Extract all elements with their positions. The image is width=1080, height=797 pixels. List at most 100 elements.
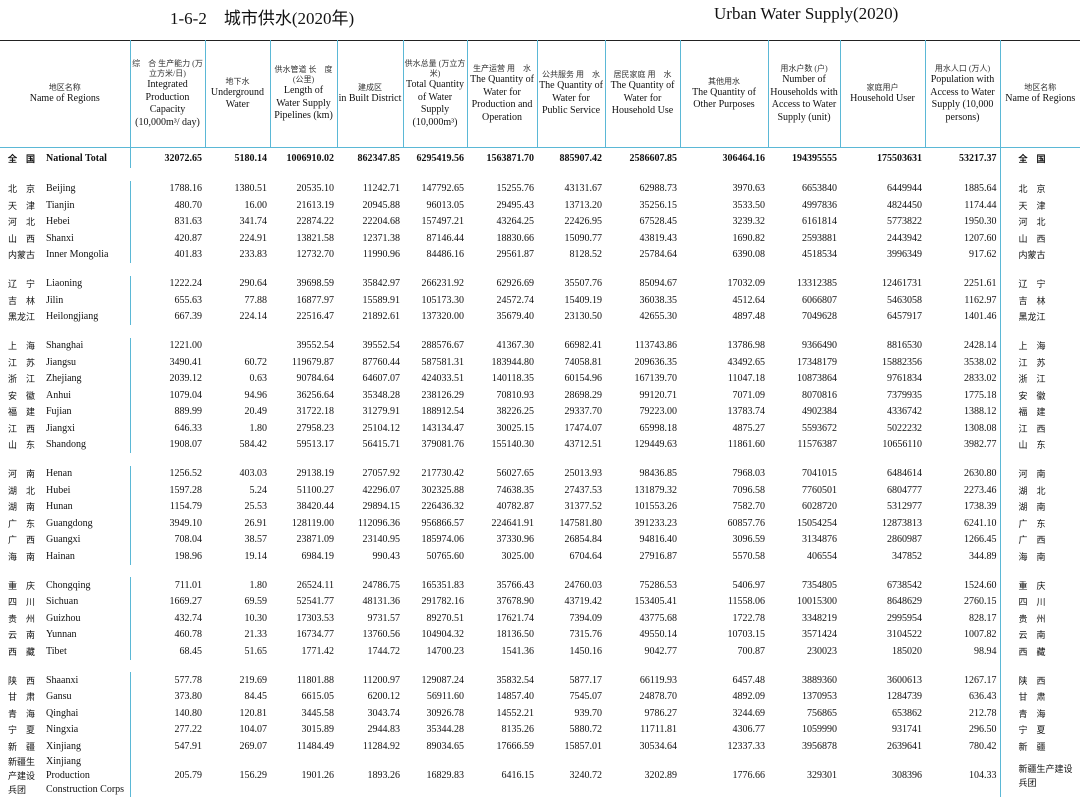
cell-value: 15255.76 [496, 183, 535, 195]
cell-value: 424033.51 [421, 373, 465, 385]
cell-value: 39552.54 [296, 340, 335, 352]
cell-value [205, 338, 270, 355]
spacer-right [999, 168, 1080, 181]
cell-value: 67528.45 [639, 216, 678, 228]
cell-value: 35507.76 [564, 278, 603, 290]
region-cn: 吉 林 [8, 295, 36, 306]
region-cn: 安 徽 [8, 390, 36, 401]
cell-value: 56911.60 [426, 691, 464, 703]
data-row: 安 徽 Anhui 1079.04 94.96 36256.64 35348.28 2381… [0, 387, 1080, 404]
cell-value: 11861.60 [727, 439, 765, 451]
cell-value: 212.78 [969, 707, 997, 719]
cell-value: 70810.93 [496, 389, 535, 401]
data-row: 海 南 Hainan 198.96 19.14 6984.19 990.43 50765.6… [0, 548, 1080, 565]
region-cn: 海 南 [8, 551, 36, 562]
data-row: 山 西 Shanxi 420.87 224.91 13821.58 12371.38 871… [0, 230, 1080, 247]
cell-value: 29894.15 [362, 501, 401, 513]
column-header-en: The Quantity of Water for Household Use [610, 80, 675, 117]
cell-value: 15409.19 [564, 294, 603, 306]
cell-value: 6804777 [887, 484, 922, 496]
cell-value: 26854.84 [564, 534, 603, 546]
cell-value: 6161814 [802, 216, 837, 228]
cell-value: 165351.83 [421, 579, 465, 591]
cell-value: 25013.93 [564, 468, 603, 480]
cell-value: 25784.64 [639, 249, 678, 261]
cell-value: 43492.65 [727, 356, 766, 368]
cell-value: 16734.77 [296, 629, 335, 641]
spacer-cell [0, 263, 1000, 276]
cell-value: 219.69 [239, 674, 268, 686]
cell-value: 9761834 [887, 373, 922, 385]
cell-value: 1597.28 [169, 484, 203, 496]
cell-value: 94816.40 [639, 534, 678, 546]
region-header-cn: 地区名称 [1024, 82, 1057, 92]
cell-value: 6295419.56 [416, 152, 465, 164]
cell-value: 2443942 [887, 232, 922, 244]
data-row: 广 西 Guangxi 708.04 38.57 23871.09 23140.95 185… [0, 531, 1080, 548]
cell-value: 341.74 [239, 216, 268, 228]
cell-value: 38226.25 [496, 406, 535, 418]
region-cn-right: 福 建 [999, 403, 1080, 420]
cell-value: 50765.60 [426, 550, 465, 562]
region-cn: 广 东 [8, 518, 36, 529]
data-row: 江 苏 Jiangsu 3490.41 60.72 119679.87 87760.44 5… [0, 354, 1080, 371]
region-cn: 山 西 [8, 233, 36, 244]
data-row: 河 南 Henan 1256.52 403.03 29138.19 27057.92 217… [0, 465, 1080, 482]
cell-value: 3889360 [802, 674, 837, 686]
cell-value: 308396 [892, 769, 922, 781]
cell-value: 128119.00 [291, 517, 334, 529]
cell-value: 84486.16 [426, 249, 465, 261]
cell-value: 15882356 [882, 356, 922, 368]
cell-value: 1901.26 [301, 769, 335, 781]
cell-value: 13786.98 [727, 340, 766, 352]
cell-value: 11576387 [797, 439, 837, 451]
region-cn: 江 西 [8, 423, 36, 434]
data-table: 地区名称 Name of Regions 综 合 生产能力 (万立方米/日) Inte… [0, 40, 1080, 797]
column-header-cn: 地下水 [225, 76, 250, 86]
cell-value: 20.49 [244, 406, 268, 418]
region-en: Yunnan [42, 626, 131, 643]
region-cn-right: 湖 北 [999, 482, 1080, 499]
cell-value: 11558.06 [727, 596, 765, 608]
cell-value: 480.70 [174, 199, 203, 211]
cell-value: 1893.26 [367, 769, 401, 781]
cell-value: 296.50 [969, 724, 997, 736]
cell-value: 101553.26 [634, 501, 678, 513]
cell-value: 7379935 [887, 389, 922, 401]
cell-value: 931741 [892, 724, 922, 736]
cell-value: 6457917 [887, 311, 922, 323]
data-row: 天 津 Tianjin 480.70 16.00 21613.19 20945.88 960… [0, 197, 1080, 214]
region-cn: 青 海 [8, 708, 36, 719]
cell-value: 39552.54 [362, 340, 401, 352]
cell-value: 140118.35 [491, 373, 534, 385]
cell-value: 27958.23 [296, 422, 335, 434]
cell-value: 48131.36 [362, 596, 401, 608]
cell-value: 11990.96 [362, 249, 400, 261]
region-cn: 江 苏 [8, 357, 36, 368]
cell-value: 140.80 [174, 707, 203, 719]
cell-value: 137320.00 [421, 311, 465, 323]
cell-value: 1388.12 [964, 406, 997, 418]
cell-value: 11284.92 [362, 740, 400, 752]
cell-value: 30534.64 [639, 740, 678, 752]
cell-value: 2995954 [887, 612, 922, 624]
cell-value: 917.62 [969, 249, 997, 261]
cell-value: 636.43 [969, 691, 997, 703]
cell-value: 79223.00 [639, 406, 678, 418]
cell-value: 49550.14 [639, 629, 678, 641]
cell-value: 667.39 [174, 311, 203, 323]
cell-value: 60154.96 [564, 373, 603, 385]
region-cn-right: 新 疆 [999, 738, 1080, 755]
cell-value: 17666.59 [496, 740, 535, 752]
cell-value: 224.91 [239, 232, 268, 244]
cell-value: 16.00 [244, 199, 268, 211]
cell-value: 120.81 [239, 707, 268, 719]
cell-value: 5180.14 [234, 152, 268, 164]
region-cn-right: 重 庆 [999, 577, 1080, 594]
region-cn-right: 山 西 [999, 230, 1080, 247]
region-en: Beijing [42, 180, 131, 197]
cell-value: 4892.09 [732, 691, 766, 703]
cell-value: 432.74 [174, 612, 203, 624]
region-cn: 福 建 [8, 407, 36, 418]
cell-value: 584.42 [239, 439, 268, 451]
